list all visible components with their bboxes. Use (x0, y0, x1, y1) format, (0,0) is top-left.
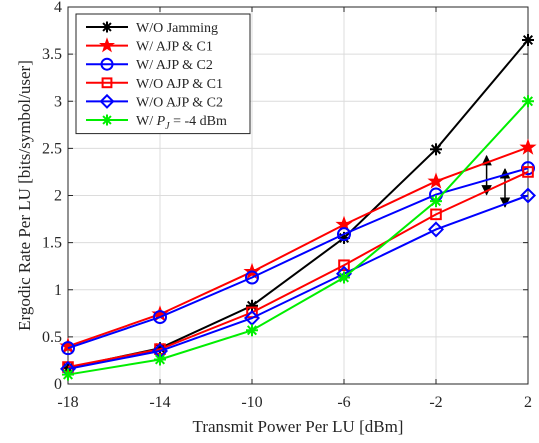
legend-label: W/ PJ = -4 dBm (136, 114, 227, 132)
asterisk-marker (338, 271, 350, 284)
legend-item: W/ AJP & C1 (86, 37, 213, 55)
annotations (481, 154, 511, 208)
asterisk-marker (62, 368, 74, 381)
ticks: -18 -14 -10 -6 -2 2 0 0.5 1 1.5 2 2.5 3 3.5 4 (42, 0, 532, 411)
x-tick-label: -18 (57, 394, 78, 411)
series (62, 95, 534, 381)
x-tick-label: -10 (241, 394, 262, 411)
star-marker (519, 138, 537, 155)
y-tick-label: 0 (54, 376, 62, 393)
legend-label: W/ AJP & C1 (136, 40, 213, 55)
legend-item: W/ PJ = -4 dBm (86, 114, 227, 132)
x-tick-label: -14 (149, 394, 170, 411)
y-tick-label: 2.5 (42, 140, 62, 157)
legend-label: W/O AJP & C2 (136, 95, 223, 110)
legend-item: W/O AJP & C1 (86, 77, 223, 92)
legend-label: W/O Jamming (136, 21, 218, 36)
circle-marker (61, 341, 75, 356)
series-line (67, 171, 529, 369)
diamond-marker (99, 93, 115, 109)
circle-marker (337, 227, 351, 242)
asterisk-marker (522, 33, 534, 46)
asterisk-marker (246, 299, 258, 312)
y-tick-label: 3.5 (42, 46, 62, 63)
series-line (67, 194, 529, 370)
x-tick-label: -2 (429, 394, 442, 411)
x-tick-label: -6 (337, 394, 350, 411)
series-line (67, 100, 529, 376)
star-marker (427, 172, 445, 189)
asterisk-marker (154, 353, 166, 366)
legend-box (75, 13, 251, 135)
series (61, 161, 535, 356)
diamond-marker (427, 221, 445, 238)
circle-marker (245, 270, 259, 285)
y-tick-label: 1 (54, 282, 62, 299)
y-tick-label: 1.5 (42, 235, 62, 252)
series-layer (59, 33, 537, 381)
y-tick-label: 0.5 (42, 329, 62, 346)
x-tick-label: 2 (524, 394, 532, 411)
legend-item: W/O AJP & C2 (86, 93, 223, 110)
asterisk-marker (522, 95, 534, 108)
legend-label: W/O AJP & C1 (136, 77, 223, 92)
asterisk-marker (430, 143, 442, 156)
series-line (67, 167, 529, 350)
diamond-marker (519, 187, 537, 204)
x-axis-label: Transmit Power Per LU [dBm] (193, 417, 404, 436)
series (62, 166, 534, 373)
circle-marker (100, 57, 114, 71)
y-axis-label: Ergodic Rate Per LU [bits/symbol/user] (15, 60, 34, 331)
y-tick-label: 4 (54, 0, 62, 16)
asterisk-marker (246, 324, 258, 337)
asterisk-marker (101, 114, 113, 126)
legend-item: W/O Jamming (86, 21, 218, 36)
y-tick-label: 2 (54, 188, 62, 205)
square-marker (101, 77, 113, 89)
asterisk-marker (430, 195, 442, 208)
circle-marker (521, 161, 535, 176)
square-marker (430, 208, 442, 221)
y-tick-label: 3 (54, 93, 62, 110)
star-marker (99, 37, 115, 53)
legend-item: W/ AJP & C2 (86, 57, 213, 73)
series-line (67, 146, 529, 348)
series (59, 187, 537, 377)
square-marker (522, 166, 534, 178)
legend-label: W/ AJP & C2 (136, 58, 213, 73)
asterisk-marker (101, 21, 113, 33)
circle-marker (153, 310, 167, 325)
square-marker (338, 259, 350, 272)
legend: W/O Jamming W/ AJP & C1 W/ AJP & C2 W/O AJP… (75, 13, 251, 135)
